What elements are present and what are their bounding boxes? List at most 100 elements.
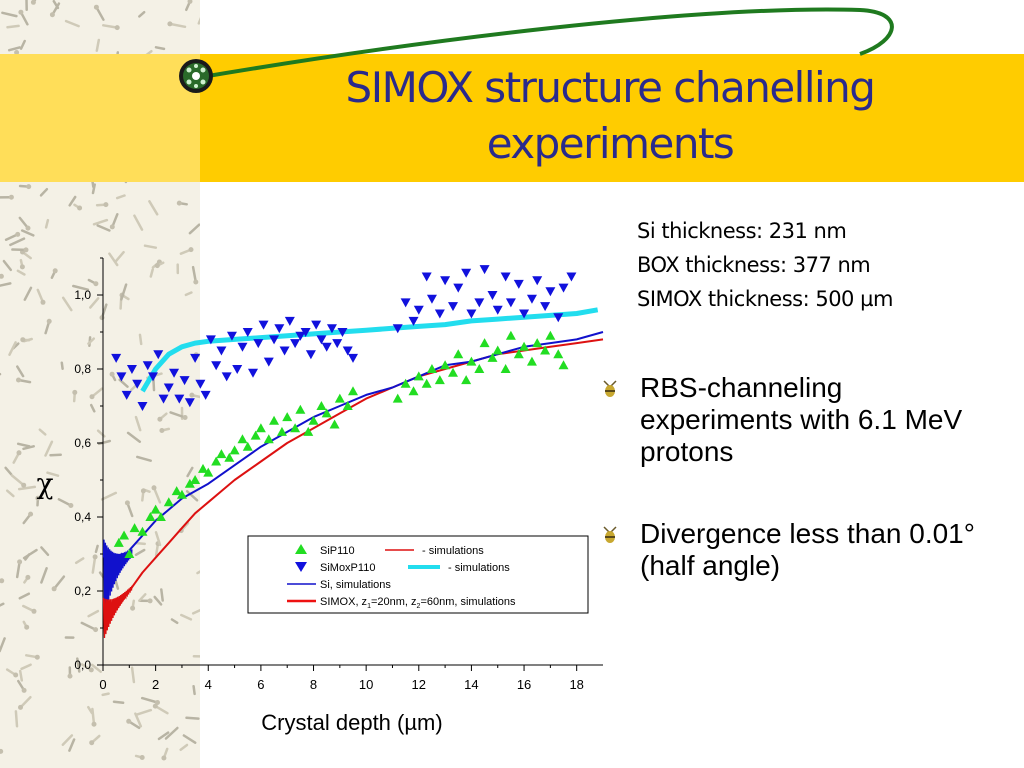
simoxp110-point [505, 298, 516, 308]
legend-box [247, 535, 589, 614]
sip110-point [487, 352, 498, 362]
simoxp110-point [190, 353, 201, 363]
sip110-point [321, 408, 332, 418]
simoxp110-point [566, 272, 577, 282]
y-tick-label: 0,6 [74, 436, 91, 450]
legend-simox-sub1: 1 [367, 603, 371, 610]
x-tick-label: 6 [257, 677, 264, 692]
bee-bullet-icon [603, 526, 617, 543]
sip110-point [176, 489, 187, 499]
legend-marker-simoxp110 [295, 562, 307, 572]
y-tick-label: 0,2 [74, 584, 91, 598]
legend-marker-sip110 [295, 544, 307, 554]
sip110-point [348, 386, 358, 396]
x-tick-label: 8 [310, 677, 317, 692]
sip110-point [434, 375, 445, 385]
sip110-point [342, 401, 353, 410]
sip110-point [137, 526, 148, 536]
simoxp110-point [540, 302, 551, 312]
legend-label-sim-2: - simulations [448, 562, 510, 574]
simoxp110-point [111, 353, 122, 363]
legend-label-sip110: SiP110 [320, 545, 355, 557]
simoxp110-point [348, 353, 358, 363]
sip110-point [124, 549, 135, 558]
slide-title: SIMOX structure chanelling experiments [345, 63, 876, 168]
x-tick-label: 12 [412, 677, 426, 692]
sip110-point [229, 445, 240, 455]
title-band-fade [0, 54, 200, 182]
simoxp110-point [242, 328, 253, 337]
simoxp110-point [426, 294, 437, 304]
info-simox-thickness: SIMOX thickness: 500 µm [637, 287, 893, 311]
simoxp110-point [400, 298, 411, 308]
x-tick-label: 2 [152, 677, 159, 692]
sip110-point [216, 449, 227, 459]
simoxp110-point [232, 365, 243, 374]
simoxp110-point [532, 276, 543, 286]
simoxp110-point [316, 335, 327, 345]
simoxp110-point [487, 291, 498, 300]
atom-logo-icon [179, 59, 213, 93]
simoxp110-point [300, 328, 311, 337]
sip110-point [474, 364, 485, 373]
simoxp110-point [321, 342, 332, 352]
y-tick-label: 1,0 [74, 288, 91, 302]
simoxp110-point [121, 390, 132, 400]
simoxp110-point [545, 287, 556, 297]
x-tick-label: 0 [99, 677, 106, 692]
x-axis-label: Crystal depth (µm) [261, 710, 442, 735]
simoxp110-point [142, 361, 153, 371]
simoxp110-point [408, 316, 419, 326]
sip110-point [540, 345, 551, 355]
simoxp110-point [253, 339, 264, 349]
sip110-point [426, 364, 437, 373]
simoxp110-point [248, 368, 258, 378]
sip110-point [250, 430, 261, 440]
simoxp110-point [558, 283, 569, 293]
sip110-point [400, 378, 411, 388]
simoxp110-point [519, 309, 530, 319]
legend-label-simox-sim: SIMOX, z1=20nm, z2=60nm, simulations [320, 596, 516, 610]
simoxp110-point [169, 368, 180, 378]
sip110-point [519, 341, 530, 351]
simoxp110-point [290, 339, 301, 349]
sip110-point [479, 338, 490, 348]
legend-simox-part3: =60nm, simulations [420, 596, 516, 608]
y-axis-label: χ [37, 467, 54, 500]
simoxp110-point [434, 309, 445, 319]
sip110-point [119, 530, 130, 540]
simoxp110-point [553, 313, 564, 323]
sip110-point [269, 415, 280, 425]
sip110-point [453, 349, 464, 359]
simoxp110-point [179, 376, 190, 386]
simoxp110-point [326, 324, 337, 334]
sip110-point [150, 504, 161, 514]
x-tick-label: 4 [205, 677, 212, 692]
sip110-point [316, 401, 327, 410]
legend-simox-part1: SIMOX, z [320, 596, 367, 608]
bullet-text: RBS-channeling experiments with 6.1 MeV … [640, 372, 963, 467]
sip110-point [408, 386, 419, 396]
simoxp110-point [337, 328, 348, 337]
simoxp110-point [184, 398, 195, 408]
simoxp110-point [440, 276, 451, 286]
sip110-point [421, 378, 432, 388]
simoxp110-point [305, 350, 316, 360]
sip110-point [461, 375, 472, 385]
sample-info: Si thickness: 231 nm BOX thickness: 377 … [637, 214, 893, 316]
sip110-point [242, 441, 253, 451]
sip110-point [290, 423, 301, 433]
title-band [0, 54, 1024, 182]
simoxp110-point [116, 372, 127, 382]
simoxp110-point [479, 265, 490, 275]
sip110-point [203, 467, 214, 477]
sip110-point [308, 415, 319, 425]
sip110-point [466, 356, 477, 366]
simoxp110-point [448, 302, 458, 312]
sip110-point [558, 360, 569, 370]
swoosh-decoration [179, 7, 894, 93]
sip110-point [526, 356, 537, 366]
sip110-point [513, 349, 524, 359]
simoxp110-point [421, 272, 432, 282]
